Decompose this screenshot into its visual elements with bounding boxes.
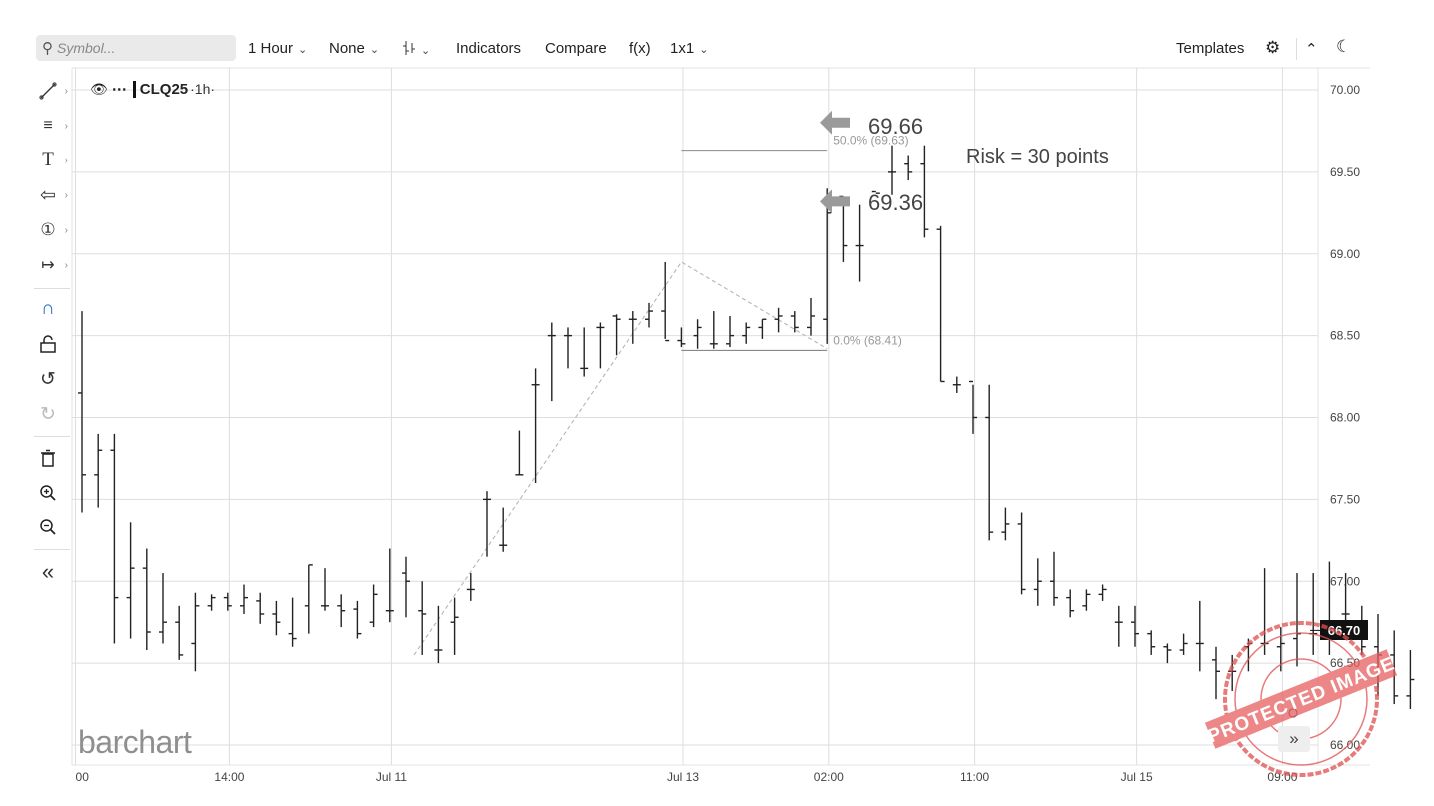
y-tick-label: 70.00 bbox=[1330, 83, 1360, 97]
scroll-to-latest-button[interactable]: » bbox=[1278, 726, 1310, 752]
lower-arrow-icon bbox=[820, 189, 850, 214]
last-price-badge: 66.70 bbox=[1320, 620, 1368, 640]
toolbar-divider bbox=[34, 436, 70, 437]
collapse-icon[interactable]: « bbox=[41, 559, 55, 584]
chevron-down-icon: ⌄ bbox=[699, 44, 709, 56]
risk-annotation: Risk = 30 points bbox=[966, 146, 1109, 168]
x-tick-label: Jul 11 bbox=[376, 770, 407, 784]
y-tick-label: 69.50 bbox=[1330, 165, 1360, 179]
toolbar: ⚲ Symbol... 1 Hour ⌄ None ⌄ ⌄ Indicators C… bbox=[0, 30, 1434, 68]
search-input[interactable]: Symbol... bbox=[57, 40, 116, 56]
fib-0-label: 0.0% (68.41) bbox=[833, 333, 902, 347]
x-tick-label: 11:00 bbox=[960, 770, 989, 784]
toolbar-divider bbox=[34, 549, 70, 550]
collapse-up-icon[interactable]: ⌃ bbox=[1305, 41, 1318, 58]
y-tick-label: 68.50 bbox=[1330, 329, 1360, 343]
text-tool-icon[interactable]: T › bbox=[42, 149, 68, 170]
undo-icon[interactable]: ↺ bbox=[40, 368, 56, 390]
timeframe-label: ·1h· bbox=[190, 81, 216, 97]
y-tick-label: 67.50 bbox=[1330, 492, 1360, 506]
eye-icon[interactable]: 👁 bbox=[90, 80, 108, 97]
chevron-down-icon: ⌄ bbox=[369, 44, 380, 56]
line-tool-icon[interactable]: › bbox=[28, 77, 68, 105]
arrow-tool-icon[interactable]: ⇦ › bbox=[40, 184, 68, 206]
x-tick-label: Jul 15 bbox=[1121, 770, 1153, 784]
measure-tool-icon[interactable]: ↦ › bbox=[41, 257, 68, 274]
templates-button[interactable]: Templates bbox=[1176, 40, 1245, 57]
fx-button[interactable]: f(x) bbox=[629, 40, 651, 57]
chart-legend: 👁 ⋯ CLQ25 ·1h· bbox=[90, 80, 215, 98]
y-tick-label: 69.00 bbox=[1330, 247, 1360, 261]
chevron-down-icon: ⌄ bbox=[421, 45, 431, 57]
symbol-search[interactable]: ⚲ Symbol... bbox=[36, 35, 236, 61]
layout-select[interactable]: 1x1 ⌄ bbox=[670, 40, 708, 57]
y-tick-label: 68.00 bbox=[1330, 411, 1360, 425]
number-tool-icon[interactable]: ① › bbox=[40, 220, 68, 239]
y-tick-label: 66.00 bbox=[1330, 738, 1360, 752]
upper-price-annotation: 69.66 bbox=[868, 114, 924, 139]
indicators-button[interactable]: Indicators bbox=[456, 40, 522, 57]
interval-label: 1 Hour bbox=[248, 40, 294, 57]
x-tick-label: 00 bbox=[76, 770, 90, 784]
zoom-in-icon[interactable] bbox=[28, 479, 68, 507]
x-tick-label: 09:00 bbox=[1267, 770, 1297, 784]
lower-price-annotation: 69.36 bbox=[868, 190, 924, 215]
x-tick-label: Jul 13 bbox=[667, 770, 699, 784]
lock-icon[interactable] bbox=[28, 330, 68, 358]
dark-mode-moon-icon[interactable]: ☾ bbox=[1336, 37, 1352, 56]
upper-arrow-icon bbox=[820, 110, 850, 135]
protected-image-stamp: PROTECTED IMAGE bbox=[1204, 621, 1398, 777]
redo-icon[interactable]: ↻ bbox=[40, 403, 56, 425]
drawing-toolbar: › ≡ › T › ⇦ › ① › ↦ › ∩ ↺ ↻ « bbox=[28, 75, 72, 695]
swing-dashed-line bbox=[413, 261, 828, 656]
zoom-out-icon[interactable] bbox=[28, 513, 68, 541]
trash-icon[interactable] bbox=[28, 444, 68, 472]
barchart-watermark: barchart bbox=[78, 724, 192, 760]
chart-type-select[interactable]: ⌄ bbox=[402, 40, 430, 58]
fib-50-label: 50.0% (69.63) bbox=[833, 134, 908, 148]
compare-button[interactable]: Compare bbox=[545, 40, 607, 57]
search-icon: ⚲ bbox=[42, 40, 53, 57]
study-label: None bbox=[329, 40, 365, 57]
x-tick-label: 14:00 bbox=[214, 770, 244, 784]
layout-label: 1x1 bbox=[670, 40, 695, 57]
symbol-label: CLQ25 bbox=[132, 80, 188, 98]
fib-tool-icon[interactable]: ≡ › bbox=[43, 117, 68, 134]
x-tick-label: 02:00 bbox=[814, 770, 844, 784]
more-icon[interactable]: ⋯ bbox=[111, 81, 127, 98]
settings-gear-icon[interactable]: ⚙ bbox=[1265, 38, 1281, 57]
bar-chart-icon bbox=[403, 41, 415, 55]
magnet-icon[interactable]: ∩ bbox=[41, 298, 55, 319]
toolbar-divider bbox=[34, 288, 70, 289]
toolbar-divider bbox=[1296, 38, 1297, 60]
chevron-down-icon: ⌄ bbox=[298, 44, 308, 56]
interval-select[interactable]: 1 Hour ⌄ bbox=[248, 40, 307, 57]
study-select[interactable]: None ⌄ bbox=[329, 40, 379, 57]
